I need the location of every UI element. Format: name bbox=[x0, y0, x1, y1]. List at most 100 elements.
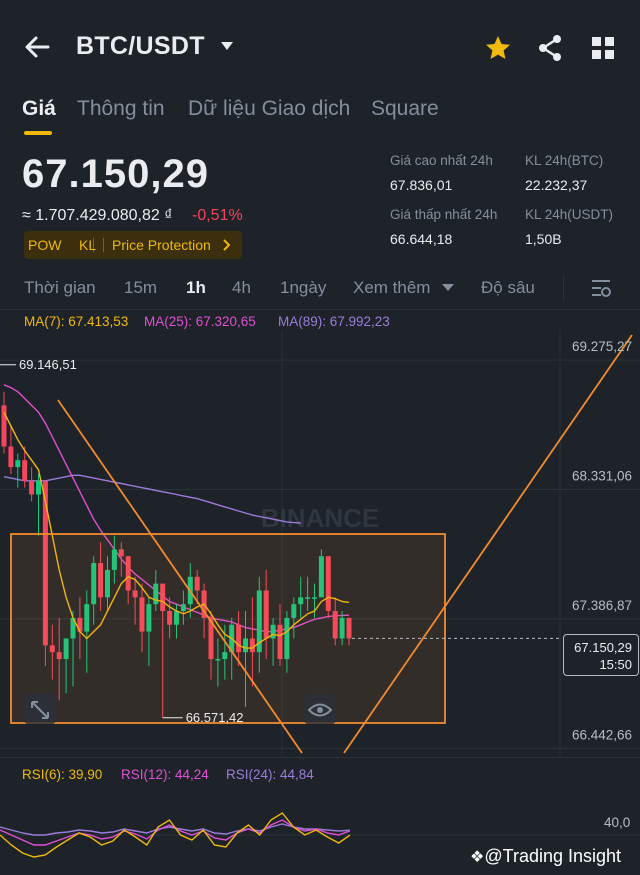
expand-icon[interactable] bbox=[24, 694, 56, 724]
vol-btc-label: KL 24h(BTC) bbox=[525, 153, 604, 168]
current-time-tag: 15:50 bbox=[599, 657, 632, 672]
candle-body bbox=[146, 604, 152, 632]
candle-body bbox=[249, 638, 255, 653]
diamond-logo-icon: ❖ bbox=[470, 849, 485, 866]
caret-down-icon[interactable] bbox=[442, 283, 454, 292]
change-percent: -0,51% bbox=[192, 207, 243, 224]
low-24h-value: 66.644,18 bbox=[390, 231, 453, 247]
top-bar: BTC/USDT bbox=[0, 0, 640, 96]
candle-body bbox=[222, 652, 228, 660]
tab-square[interactable]: Square bbox=[371, 97, 439, 120]
candle-body bbox=[208, 617, 214, 660]
candle-body bbox=[346, 617, 352, 639]
tab-info[interactable]: Thông tin bbox=[77, 97, 165, 120]
candle-body bbox=[125, 556, 131, 591]
vol-btc-value: 22.232,37 bbox=[525, 177, 588, 193]
eye-icon[interactable] bbox=[304, 694, 336, 724]
y-axis-tick: 67.386,87 bbox=[572, 598, 632, 613]
candle-body bbox=[167, 611, 173, 625]
tf-time[interactable]: Thời gian bbox=[24, 278, 96, 297]
tab-trading-data[interactable]: Dữ liệu Giao dịch bbox=[188, 97, 351, 120]
tf-4h[interactable]: 4h bbox=[232, 278, 251, 297]
rsi24-legend: RSI(24): 44,84 bbox=[226, 767, 314, 782]
candle-body bbox=[291, 604, 297, 618]
ma89-path bbox=[3, 474, 301, 524]
candle-body bbox=[153, 583, 159, 605]
back-arrow-icon[interactable] bbox=[22, 32, 52, 62]
candle-body bbox=[160, 583, 166, 612]
period-high-marker: 69.146,51 bbox=[0, 357, 77, 372]
rsi-axis-tick: 40,0 bbox=[604, 815, 630, 830]
tf-1d[interactable]: 1ngày bbox=[280, 278, 327, 297]
tag-separator bbox=[93, 238, 94, 252]
candle-body bbox=[305, 597, 311, 599]
ma7-legend: MA(7): 67.413,53 bbox=[24, 314, 129, 329]
ma89-line bbox=[3, 474, 301, 524]
rsi12-line bbox=[0, 819, 351, 846]
candle-body bbox=[256, 590, 262, 653]
candle-body bbox=[132, 590, 138, 598]
candle-body bbox=[1, 405, 7, 447]
candle-body bbox=[98, 563, 104, 598]
tag-kl[interactable]: KL bbox=[79, 237, 97, 253]
tag-badge[interactable]: POW KL Price Protection bbox=[24, 231, 242, 259]
chevron-down-icon[interactable] bbox=[220, 40, 234, 52]
candle-body bbox=[318, 556, 324, 598]
last-price: 67.150,29 bbox=[22, 152, 209, 196]
ma25-legend: MA(25): 67.320,65 bbox=[144, 314, 256, 329]
candle-body bbox=[312, 597, 317, 599]
rsi12-legend: RSI(12): 44,24 bbox=[121, 767, 209, 782]
toolbar-separator bbox=[563, 274, 564, 302]
pair-title[interactable]: BTC/USDT bbox=[76, 32, 205, 60]
range-rectangle-drawing[interactable] bbox=[10, 533, 446, 724]
candle-body bbox=[8, 446, 14, 468]
current-price-tag: 67.150,29 15:50 bbox=[563, 634, 639, 676]
candle-body bbox=[236, 624, 242, 653]
candle-body bbox=[277, 624, 283, 660]
candle-body bbox=[22, 460, 28, 481]
credit-text: @Trading Insight bbox=[484, 846, 622, 866]
trendline-drawing[interactable] bbox=[343, 334, 633, 754]
current-price-tag-value: 67.150,29 bbox=[574, 640, 632, 655]
trendline-drawing[interactable] bbox=[57, 399, 303, 754]
credit-tag: ❖@Trading Insight bbox=[470, 846, 621, 867]
candle-body bbox=[332, 611, 338, 639]
tf-1h[interactable]: 1h bbox=[186, 278, 206, 297]
candle-body bbox=[243, 638, 248, 653]
rsi6-line bbox=[0, 812, 351, 858]
watermark-text: BINANCE bbox=[261, 503, 379, 533]
y-axis-tick: 68.331,06 bbox=[572, 469, 632, 484]
candle-body bbox=[15, 460, 21, 468]
candle-body bbox=[325, 556, 331, 612]
ma7-path bbox=[3, 411, 350, 649]
candle-body bbox=[174, 611, 179, 625]
candle-body bbox=[284, 617, 290, 660]
ma7-line bbox=[3, 411, 350, 649]
candle-body bbox=[84, 604, 90, 632]
tf-15m[interactable]: 15m bbox=[124, 278, 158, 297]
tab-price[interactable]: Giá bbox=[22, 97, 56, 120]
grid-icon[interactable] bbox=[591, 36, 615, 60]
tag-separator bbox=[103, 238, 104, 252]
y-axis: 69.275,27 68.331,06 67.386,87 66.442,66 bbox=[572, 339, 632, 742]
grid-lines bbox=[0, 330, 640, 755]
candle-body bbox=[180, 604, 186, 612]
candlestick-chart[interactable]: BINANCE 69.146,51 66.571,42 69.275,27 68.… bbox=[0, 330, 640, 755]
candle-body bbox=[29, 480, 35, 495]
candle-body bbox=[111, 549, 117, 570]
candle-body bbox=[298, 597, 304, 605]
tf-depth[interactable]: Độ sâu bbox=[481, 278, 535, 297]
y-axis-tick: 66.442,66 bbox=[572, 727, 632, 742]
star-icon[interactable] bbox=[484, 34, 512, 62]
high-24h-value: 67.836,01 bbox=[390, 177, 453, 193]
tf-more[interactable]: Xem thêm bbox=[353, 278, 431, 297]
share-icon[interactable] bbox=[537, 34, 563, 62]
candle-body bbox=[91, 563, 97, 605]
candle-body bbox=[36, 480, 41, 495]
chart-settings-icon[interactable] bbox=[590, 277, 612, 299]
tag-price-protection[interactable]: Price Protection bbox=[112, 237, 211, 253]
tag-pow[interactable]: POW bbox=[28, 237, 62, 253]
candle-body bbox=[42, 480, 48, 646]
candle-body bbox=[105, 569, 110, 598]
vol-usdt-value: 1,50B bbox=[525, 231, 562, 247]
